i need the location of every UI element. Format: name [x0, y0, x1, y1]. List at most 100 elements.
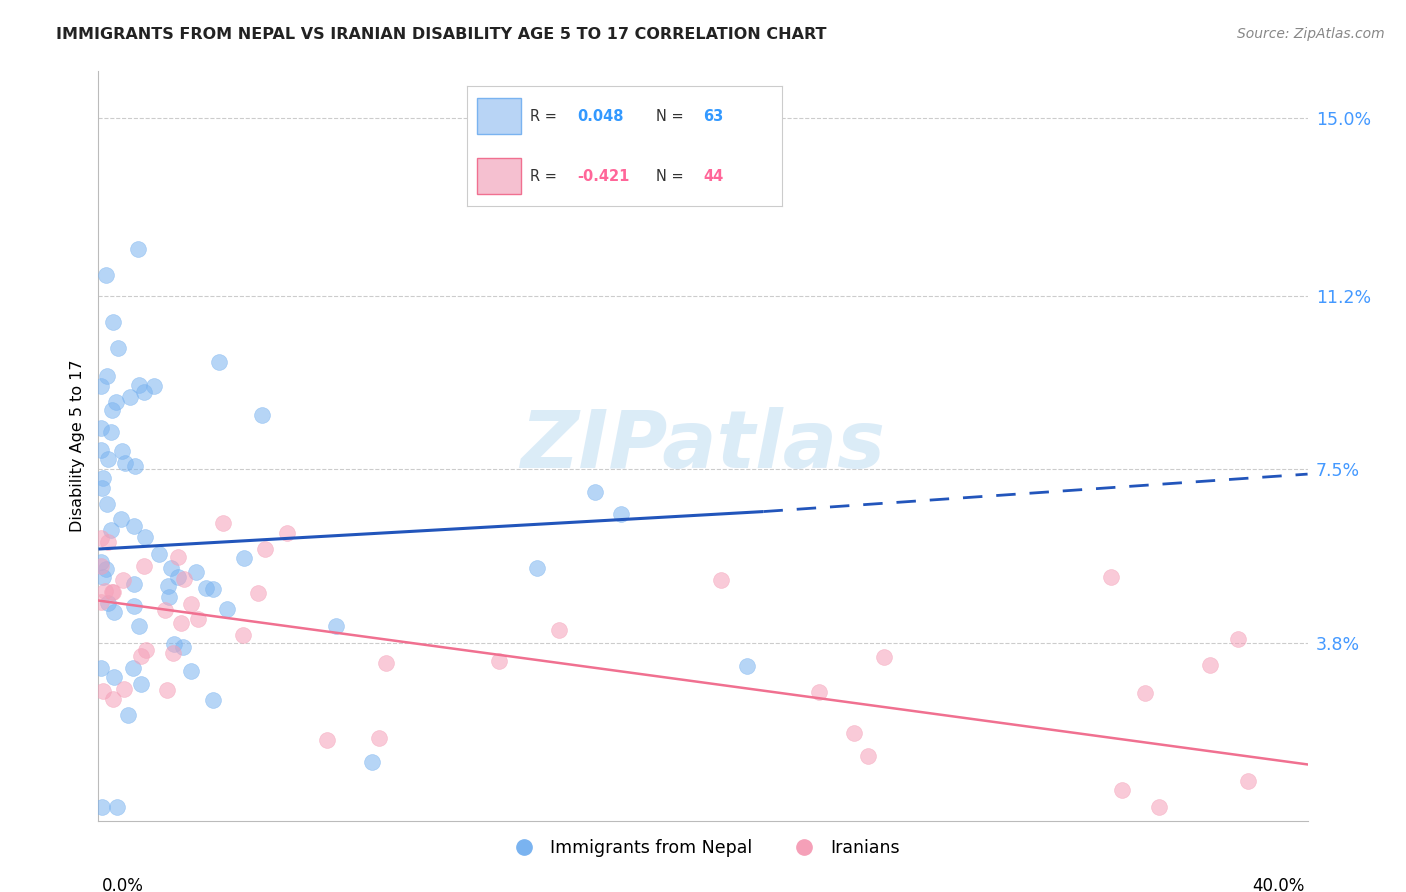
- Point: [103, 605, 125, 619]
- Point: [166, 550, 188, 565]
- Point: [148, 547, 170, 561]
- Point: [208, 355, 231, 369]
- Point: [316, 733, 339, 747]
- Point: [96, 368, 118, 383]
- Point: [132, 559, 155, 574]
- Y-axis label: Disability Age 5 to 17: Disability Age 5 to 17: [69, 359, 84, 533]
- Point: [374, 657, 396, 671]
- Point: [105, 799, 128, 814]
- Point: [808, 685, 831, 699]
- Point: [276, 525, 298, 540]
- Point: [112, 681, 135, 696]
- Point: [172, 640, 194, 654]
- Point: [163, 637, 186, 651]
- Point: [201, 582, 224, 597]
- Point: [100, 403, 122, 417]
- Text: 0.0%: 0.0%: [101, 877, 143, 892]
- Point: [90, 531, 112, 545]
- Point: [167, 569, 190, 583]
- Point: [127, 242, 149, 257]
- Point: [122, 577, 145, 591]
- Point: [129, 677, 152, 691]
- Point: [488, 654, 510, 668]
- Point: [100, 425, 122, 439]
- Point: [143, 378, 166, 392]
- Point: [122, 519, 145, 533]
- Point: [1099, 570, 1122, 584]
- Point: [96, 497, 118, 511]
- Point: [610, 508, 633, 522]
- Point: [100, 585, 122, 599]
- Point: [129, 649, 152, 664]
- Point: [160, 560, 183, 574]
- Point: [120, 390, 142, 404]
- Point: [232, 628, 254, 642]
- Point: [526, 561, 548, 575]
- Point: [134, 530, 156, 544]
- Point: [1227, 632, 1250, 646]
- Point: [107, 341, 129, 355]
- Point: [124, 458, 146, 473]
- Point: [128, 619, 150, 633]
- Point: [153, 603, 176, 617]
- Point: [254, 542, 277, 557]
- Point: [180, 597, 202, 611]
- Point: [325, 619, 347, 633]
- Point: [135, 643, 157, 657]
- Point: [90, 661, 112, 675]
- Point: [96, 562, 118, 576]
- Point: [110, 512, 132, 526]
- Point: [187, 612, 209, 626]
- Point: [250, 408, 273, 422]
- Text: 40.0%: 40.0%: [1253, 877, 1305, 892]
- Point: [97, 596, 120, 610]
- Point: [735, 659, 758, 673]
- Point: [97, 452, 120, 467]
- Point: [180, 664, 202, 678]
- Point: [212, 516, 235, 530]
- Point: [1111, 782, 1133, 797]
- Point: [90, 421, 112, 435]
- Point: [90, 594, 112, 608]
- Point: [583, 484, 606, 499]
- Point: [90, 443, 112, 458]
- Point: [173, 573, 195, 587]
- Point: [111, 444, 134, 458]
- Point: [217, 601, 239, 615]
- Point: [105, 395, 128, 409]
- Text: IMMIGRANTS FROM NEPAL VS IRANIAN DISABILITY AGE 5 TO 17 CORRELATION CHART: IMMIGRANTS FROM NEPAL VS IRANIAN DISABIL…: [56, 27, 827, 42]
- Point: [103, 670, 125, 684]
- Point: [91, 570, 114, 584]
- Text: Source: ZipAtlas.com: Source: ZipAtlas.com: [1237, 27, 1385, 41]
- Point: [128, 378, 150, 392]
- Point: [1135, 686, 1157, 700]
- Point: [233, 550, 256, 565]
- Point: [1147, 799, 1170, 814]
- Point: [117, 708, 139, 723]
- Point: [122, 660, 145, 674]
- Point: [101, 314, 124, 328]
- Point: [91, 471, 114, 485]
- Point: [132, 385, 155, 400]
- Point: [90, 555, 112, 569]
- Point: [94, 268, 117, 282]
- Point: [111, 573, 134, 587]
- Point: [202, 693, 225, 707]
- Point: [157, 579, 180, 593]
- Point: [548, 624, 571, 638]
- Point: [157, 590, 180, 604]
- Point: [162, 646, 184, 660]
- Point: [122, 599, 145, 613]
- Text: ZIPatlas: ZIPatlas: [520, 407, 886, 485]
- Point: [91, 683, 114, 698]
- Point: [1199, 658, 1222, 673]
- Point: [103, 585, 125, 599]
- Point: [186, 566, 208, 580]
- Point: [1237, 773, 1260, 788]
- Point: [873, 649, 896, 664]
- Point: [90, 481, 112, 495]
- Point: [100, 523, 122, 537]
- Point: [194, 581, 217, 595]
- Point: [246, 586, 269, 600]
- Point: [709, 573, 731, 587]
